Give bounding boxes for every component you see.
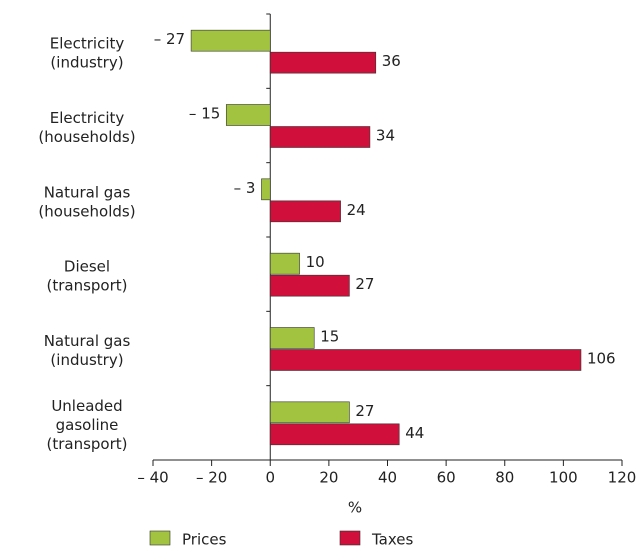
x-tick-label: – 40 [137,469,168,487]
category-label: Natural gas (households) [38,183,135,220]
bar [269,252,300,275]
category-label: Electricity (industry) [50,34,125,71]
x-tick-label: 0 [265,469,275,487]
category-label: Electricity (households) [38,109,135,146]
bar [269,51,377,74]
bar [269,126,371,148]
x-tick-label: 60 [437,469,456,487]
value-label: – 15 [189,105,220,123]
bar [269,401,350,424]
x-axis-label: % [348,499,362,517]
legend-swatch [149,530,171,546]
category-label-line: Electricity [50,34,125,52]
bar [261,178,271,201]
x-tick-label: 120 [608,469,637,487]
legend-label: Taxes [371,531,414,549]
legend-label: Prices [182,531,227,549]
bar [269,200,341,223]
category-label-line: (transport) [46,434,127,452]
x-tick-label: 40 [378,469,397,487]
category-label-line: Diesel [64,257,110,275]
bar [269,327,315,349]
value-label: 15 [320,328,339,346]
x-tick-label: 100 [549,469,578,487]
category-label-line: Electricity [50,109,125,127]
category-label-line: (households) [38,128,135,146]
bar [225,104,271,126]
category-label-line: (households) [38,202,135,220]
category-label-line: (transport) [46,276,127,294]
value-label: 27 [355,275,374,293]
value-label: 44 [405,424,424,442]
category-label-line: Unleaded [51,396,122,414]
category-label: Diesel (transport) [46,257,127,294]
category-label-line: Natural gas [44,183,131,201]
category-label-line: (industry) [50,351,123,369]
bar [269,423,400,446]
value-label: – 27 [154,30,185,48]
category-label-line: Natural gas [44,332,131,350]
value-label: – 3 [234,179,256,197]
category-label-line: (industry) [50,53,123,71]
category-label-line: gasoline [56,415,119,433]
x-tick-label: – 20 [196,469,227,487]
x-tick-label: 20 [319,469,338,487]
bar [269,274,350,297]
value-label: 34 [376,127,395,145]
category-label: Unleaded gasoline (transport) [46,396,127,452]
value-label: 36 [382,52,401,70]
legend-swatch [339,530,361,546]
bar [269,349,582,371]
value-label: 27 [355,402,374,420]
bar [190,29,271,52]
x-tick-label: 80 [495,469,514,487]
value-label: 24 [347,201,366,219]
value-label: 10 [306,253,325,271]
value-label: 106 [587,350,616,368]
category-label: Natural gas (industry) [44,332,131,369]
